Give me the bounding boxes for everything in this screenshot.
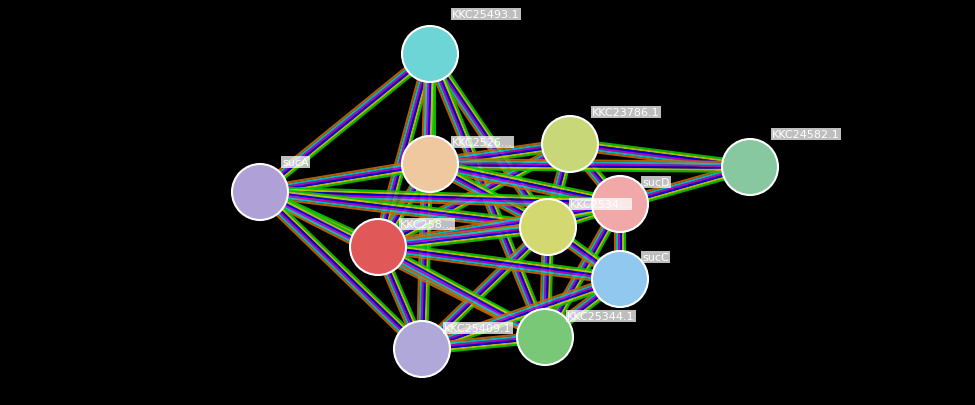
Circle shape bbox=[350, 220, 406, 275]
Circle shape bbox=[394, 321, 450, 377]
Text: KKC258...: KKC258... bbox=[400, 220, 453, 230]
Circle shape bbox=[402, 27, 458, 83]
Text: KKC25493.1: KKC25493.1 bbox=[452, 10, 520, 20]
Circle shape bbox=[402, 136, 458, 192]
Circle shape bbox=[722, 140, 778, 196]
Text: KKC24582.1: KKC24582.1 bbox=[772, 130, 839, 140]
Circle shape bbox=[517, 309, 573, 365]
Text: KKC2534...: KKC2534... bbox=[570, 200, 631, 209]
Circle shape bbox=[542, 117, 598, 173]
Circle shape bbox=[232, 164, 288, 220]
Text: sucC: sucC bbox=[642, 252, 669, 262]
Text: KKC2526...: KKC2526... bbox=[452, 138, 513, 148]
Text: KKC23786.1: KKC23786.1 bbox=[592, 108, 660, 118]
Text: KKC25409.1: KKC25409.1 bbox=[444, 323, 512, 333]
Text: sucA: sucA bbox=[282, 158, 309, 168]
Text: sucD: sucD bbox=[642, 177, 670, 188]
Circle shape bbox=[592, 252, 648, 307]
Circle shape bbox=[520, 200, 576, 256]
Circle shape bbox=[592, 177, 648, 232]
Text: KKC25344.1: KKC25344.1 bbox=[567, 311, 635, 321]
